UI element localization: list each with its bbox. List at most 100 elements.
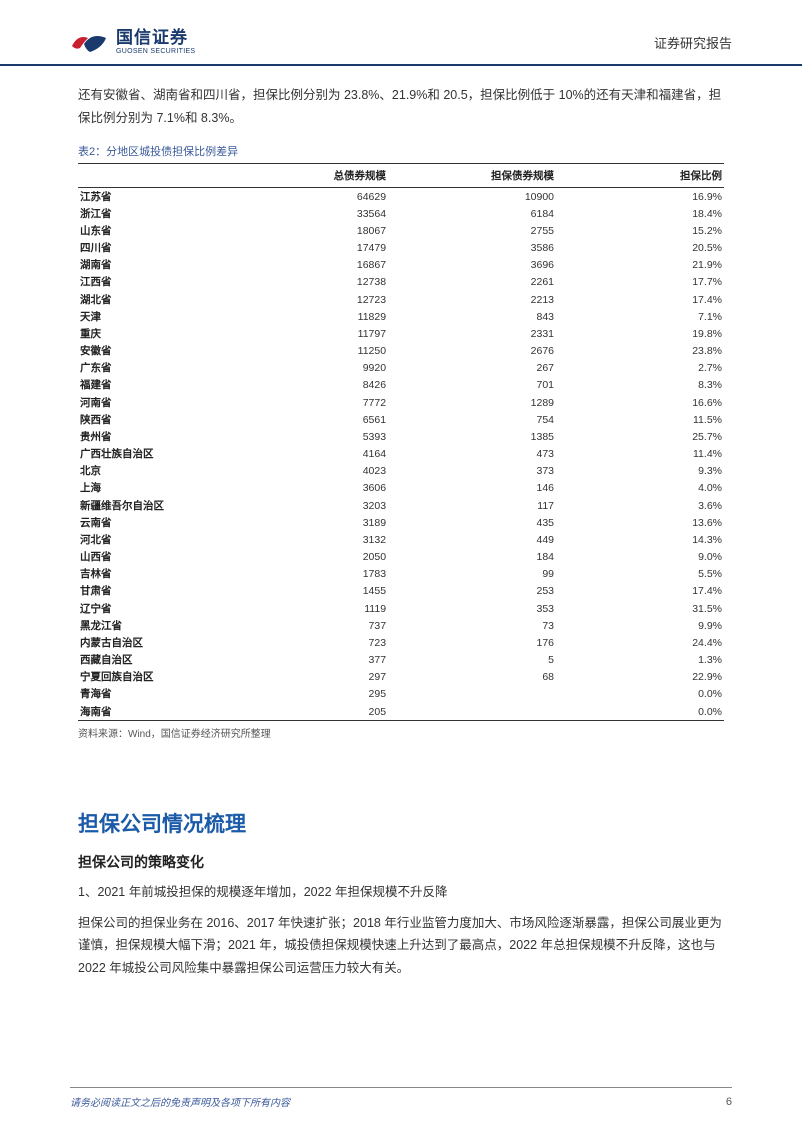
cell-region: 浙江省	[78, 205, 220, 222]
cell-region: 甘肃省	[78, 583, 220, 600]
cell-total: 3203	[220, 497, 388, 514]
cell-guaranteed: 701	[388, 377, 556, 394]
cell-guaranteed: 843	[388, 308, 556, 325]
guosen-logo-icon	[70, 28, 110, 56]
table-row: 宁夏回族自治区2976822.9%	[78, 669, 724, 686]
table-row: 甘肃省145525317.4%	[78, 583, 724, 600]
cell-total: 3189	[220, 514, 388, 531]
cell-ratio: 18.4%	[556, 205, 724, 222]
cell-ratio: 4.0%	[556, 480, 724, 497]
table-row: 广西壮族自治区416447311.4%	[78, 446, 724, 463]
cell-ratio: 21.9%	[556, 257, 724, 274]
table-row: 吉林省1783995.5%	[78, 566, 724, 583]
col-total-bonds: 总债券规模	[220, 164, 388, 188]
cell-ratio: 0.0%	[556, 703, 724, 721]
cell-ratio: 0.0%	[556, 686, 724, 703]
cell-total: 12738	[220, 274, 388, 291]
cell-guaranteed	[388, 686, 556, 703]
table-row: 江西省12738226117.7%	[78, 274, 724, 291]
col-guaranteed-bonds: 担保债券规模	[388, 164, 556, 188]
cell-guaranteed: 267	[388, 360, 556, 377]
cell-total: 205	[220, 703, 388, 721]
table-row: 辽宁省111935331.5%	[78, 600, 724, 617]
cell-region: 河南省	[78, 394, 220, 411]
numbered-point: 1、2021 年前城投担保的规模逐年增加，2022 年担保规模不升反降	[78, 882, 724, 903]
footer-disclaimer: 请务必阅读正文之后的免责声明及各项下所有内容	[70, 1094, 290, 1109]
table-row: 青海省2950.0%	[78, 686, 724, 703]
cell-total: 11797	[220, 325, 388, 342]
cell-region: 广西壮族自治区	[78, 446, 220, 463]
section-title: 担保公司情况梳理	[78, 808, 724, 838]
cell-region: 河北省	[78, 531, 220, 548]
table-source: 资料来源：Wind，国信证券经济研究所整理	[78, 725, 724, 740]
cell-guaranteed: 184	[388, 549, 556, 566]
cell-total: 3606	[220, 480, 388, 497]
cell-ratio: 7.1%	[556, 308, 724, 325]
cell-guaranteed: 176	[388, 634, 556, 651]
cell-region: 江苏省	[78, 188, 220, 206]
cell-ratio: 20.5%	[556, 240, 724, 257]
page-header: 国信证券 GUOSEN SECURITIES 证券研究报告	[0, 0, 802, 66]
cell-ratio: 17.4%	[556, 583, 724, 600]
table-row: 重庆11797233119.8%	[78, 325, 724, 342]
cell-total: 1783	[220, 566, 388, 583]
table-row: 贵州省5393138525.7%	[78, 428, 724, 445]
cell-guaranteed: 473	[388, 446, 556, 463]
table-body: 江苏省646291090016.9%浙江省33564618418.4%山东省18…	[78, 188, 724, 721]
col-region	[78, 164, 220, 188]
cell-region: 山东省	[78, 222, 220, 239]
page-footer: 请务必阅读正文之后的免责声明及各项下所有内容 6	[70, 1087, 732, 1109]
header-report-type: 证券研究报告	[654, 33, 732, 52]
subsection-title: 担保公司的策略变化	[78, 852, 724, 872]
cell-region: 湖南省	[78, 257, 220, 274]
cell-region: 天津	[78, 308, 220, 325]
cell-guaranteed: 2213	[388, 291, 556, 308]
table-head: 总债券规模 担保债券规模 担保比例	[78, 164, 724, 188]
table-row: 山东省18067275515.2%	[78, 222, 724, 239]
cell-total: 4023	[220, 463, 388, 480]
cell-region: 北京	[78, 463, 220, 480]
table-row: 北京40233739.3%	[78, 463, 724, 480]
table-row: 新疆维吾尔自治区32031173.6%	[78, 497, 724, 514]
cell-total: 17479	[220, 240, 388, 257]
cell-total: 16867	[220, 257, 388, 274]
cell-region: 吉林省	[78, 566, 220, 583]
cell-ratio: 14.3%	[556, 531, 724, 548]
cell-guaranteed: 1385	[388, 428, 556, 445]
cell-region: 贵州省	[78, 428, 220, 445]
cell-region: 辽宁省	[78, 600, 220, 617]
cell-ratio: 13.6%	[556, 514, 724, 531]
cell-region: 山西省	[78, 549, 220, 566]
body-paragraph: 担保公司的担保业务在 2016、2017 年快速扩张；2018 年行业监管力度加…	[78, 912, 724, 980]
table-row: 河南省7772128916.6%	[78, 394, 724, 411]
table-row: 黑龙江省737739.9%	[78, 617, 724, 634]
cell-region: 上海	[78, 480, 220, 497]
table-row: 湖南省16867369621.9%	[78, 257, 724, 274]
cell-total: 377	[220, 652, 388, 669]
col-ratio: 担保比例	[556, 164, 724, 188]
cell-ratio: 17.4%	[556, 291, 724, 308]
cell-guaranteed: 449	[388, 531, 556, 548]
cell-total: 33564	[220, 205, 388, 222]
cell-region: 湖北省	[78, 291, 220, 308]
intro-paragraph: 还有安徽省、湖南省和四川省，担保比例分别为 23.8%、21.9%和 20.5，…	[78, 84, 724, 129]
table-row: 河北省313244914.3%	[78, 531, 724, 548]
content-area: 还有安徽省、湖南省和四川省，担保比例分别为 23.8%、21.9%和 20.5，…	[0, 66, 802, 979]
cell-guaranteed: 117	[388, 497, 556, 514]
cell-guaranteed: 146	[388, 480, 556, 497]
cell-ratio: 11.4%	[556, 446, 724, 463]
table-row: 浙江省33564618418.4%	[78, 205, 724, 222]
cell-ratio: 2.7%	[556, 360, 724, 377]
table-row: 广东省99202672.7%	[78, 360, 724, 377]
cell-guaranteed: 2676	[388, 343, 556, 360]
cell-guaranteed: 73	[388, 617, 556, 634]
cell-ratio: 22.9%	[556, 669, 724, 686]
cell-ratio: 16.6%	[556, 394, 724, 411]
table-row: 上海36061464.0%	[78, 480, 724, 497]
cell-total: 6561	[220, 411, 388, 428]
logo-text: 国信证券 GUOSEN SECURITIES	[116, 29, 195, 55]
cell-ratio: 11.5%	[556, 411, 724, 428]
cell-total: 297	[220, 669, 388, 686]
cell-ratio: 17.7%	[556, 274, 724, 291]
table-row: 内蒙古自治区72317624.4%	[78, 634, 724, 651]
